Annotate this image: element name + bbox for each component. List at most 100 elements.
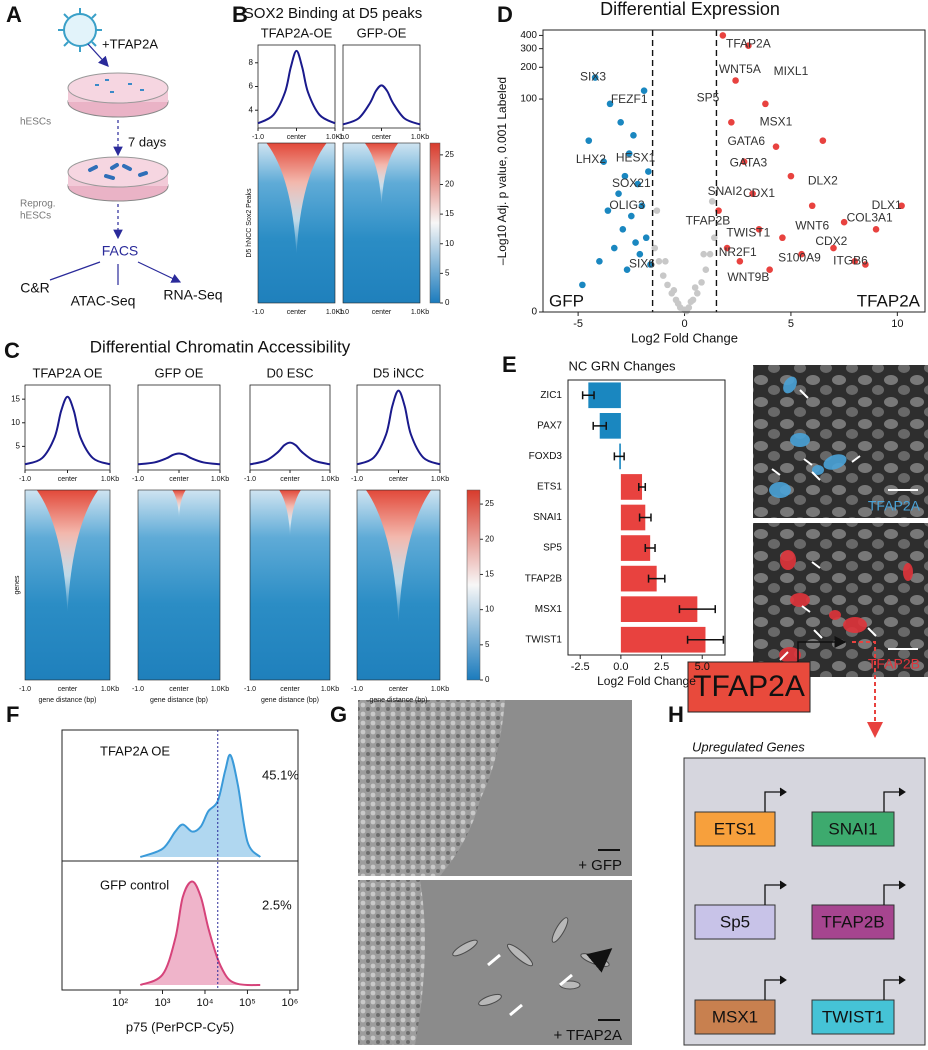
heatmap-frame <box>249 489 331 681</box>
colorbar-tick-label: 20 <box>485 534 494 543</box>
point <box>693 289 701 297</box>
series-label: TFAP2A <box>857 291 921 310</box>
stained-nuclei <box>769 376 847 498</box>
arrows <box>487 950 610 1017</box>
x-axis-label: gene distance (bp) <box>150 697 208 704</box>
panel-letter: D <box>497 2 513 27</box>
panel-a: +TFAP2A hESCs 7 days Reprog. hESCs FACS … <box>20 8 223 309</box>
regulator-box <box>687 661 811 713</box>
x-tick-label: -2.5 <box>571 661 590 673</box>
assay-label: C&R <box>20 280 50 296</box>
stain-label: TFAP2A <box>868 498 921 514</box>
category-label: ZIC1 <box>540 390 562 401</box>
y-tick-label: 6 <box>249 82 254 91</box>
x-tick-label: -1.0 <box>351 686 363 693</box>
stage-label: hESCs <box>20 117 51 128</box>
panel-h: TFAP2A Upregulated Genes ETS1 SNAI1 Sp5 … <box>683 636 926 1046</box>
x-tick-label: -1.0 <box>252 309 264 316</box>
x-tick-label: 0.0 <box>613 661 628 673</box>
x-tick-label: 0 <box>681 318 687 330</box>
point <box>898 202 905 210</box>
point <box>708 198 716 205</box>
x-axis-label: gene distance (bp) <box>370 697 428 704</box>
gene-label: S100A9 <box>778 251 821 265</box>
point <box>700 250 707 258</box>
y-tick-label: 300 <box>520 43 537 54</box>
point <box>808 202 816 210</box>
gene <box>694 904 776 940</box>
point <box>702 266 710 274</box>
y-tick-label: 15 <box>11 394 20 403</box>
gene-label: TFAP2B <box>821 912 884 931</box>
point <box>779 234 786 242</box>
heatmap-label: D5 hNCC Sox2 Peaks <box>246 188 253 258</box>
gene-label: TWIST1 <box>726 226 770 240</box>
error-bar <box>644 544 656 553</box>
x-tick-label: center <box>280 476 300 483</box>
stain-label: TFAP2B <box>868 656 920 672</box>
point <box>819 137 827 144</box>
point <box>664 281 671 289</box>
x-tick-label: center <box>287 134 307 141</box>
point <box>617 119 624 126</box>
error-bar <box>592 421 607 430</box>
gene-label: COL3A1 <box>847 211 893 225</box>
heatmap-frame <box>24 489 111 681</box>
profile-frame <box>356 384 441 471</box>
chart-title: NC GRN Changes <box>569 358 676 373</box>
x-tick-label: center <box>287 309 307 316</box>
error-bar <box>638 513 652 522</box>
point <box>736 258 744 265</box>
point <box>719 32 727 39</box>
x-tick-label: -1.0 <box>252 134 264 141</box>
category-label: ETS1 <box>537 482 562 493</box>
assay-label: RNA-Seq <box>163 287 222 303</box>
error-bar <box>686 635 725 644</box>
profile-line <box>342 84 421 126</box>
gated-percent: 2.5% <box>262 897 292 912</box>
chart-title: SOX2 Binding at D5 peaks <box>244 5 422 22</box>
y-tick-label: 4 <box>249 105 254 114</box>
point <box>723 244 731 252</box>
cells <box>88 163 148 180</box>
plot-frame <box>542 29 926 313</box>
x-tick-label: 1.0Kb <box>431 686 449 693</box>
point <box>755 226 763 233</box>
gene-label: WNT9B <box>727 270 769 284</box>
category-label: PAX7 <box>537 420 562 431</box>
point <box>628 212 635 220</box>
series-label: GFP <box>549 291 584 310</box>
profile-line <box>356 389 441 466</box>
y-axis-label: –Log10 Adj. p value, 0.001 Labeled <box>495 77 509 265</box>
gene-label: GATA6 <box>727 134 765 148</box>
bar <box>599 413 621 439</box>
stage-label: hESCs <box>20 211 51 222</box>
colorbar-tick-label: 15 <box>445 209 454 218</box>
profile-line <box>137 452 221 466</box>
y-tick-label: 10 <box>11 418 20 427</box>
gene <box>811 999 895 1035</box>
arrows <box>779 561 877 661</box>
y-tick-label: 0 <box>531 307 537 318</box>
gene-label: WNT6 <box>795 219 829 233</box>
x-tick-label: 1.0Kb <box>211 686 229 693</box>
colorbar-tick-label: 25 <box>485 499 494 508</box>
x-tick-label: center <box>58 476 78 483</box>
point <box>655 258 663 265</box>
point <box>851 258 859 265</box>
box-title: Upregulated Genes <box>692 739 805 754</box>
point <box>766 266 773 274</box>
x-tick-label: center <box>280 686 300 693</box>
colorbar <box>429 142 441 304</box>
point <box>600 158 607 165</box>
gene-label: SIX6 <box>629 257 655 271</box>
arrowheads <box>779 787 906 985</box>
y-tick-label: 400 <box>520 30 537 41</box>
point <box>762 100 769 108</box>
gene-label: TFAP2A <box>726 36 771 50</box>
x-axis-label: gene distance (bp) <box>261 697 319 704</box>
colorbar-tick-label: 0 <box>445 298 450 307</box>
point <box>732 77 739 84</box>
colorbar-tick-label: 0 <box>485 675 490 684</box>
